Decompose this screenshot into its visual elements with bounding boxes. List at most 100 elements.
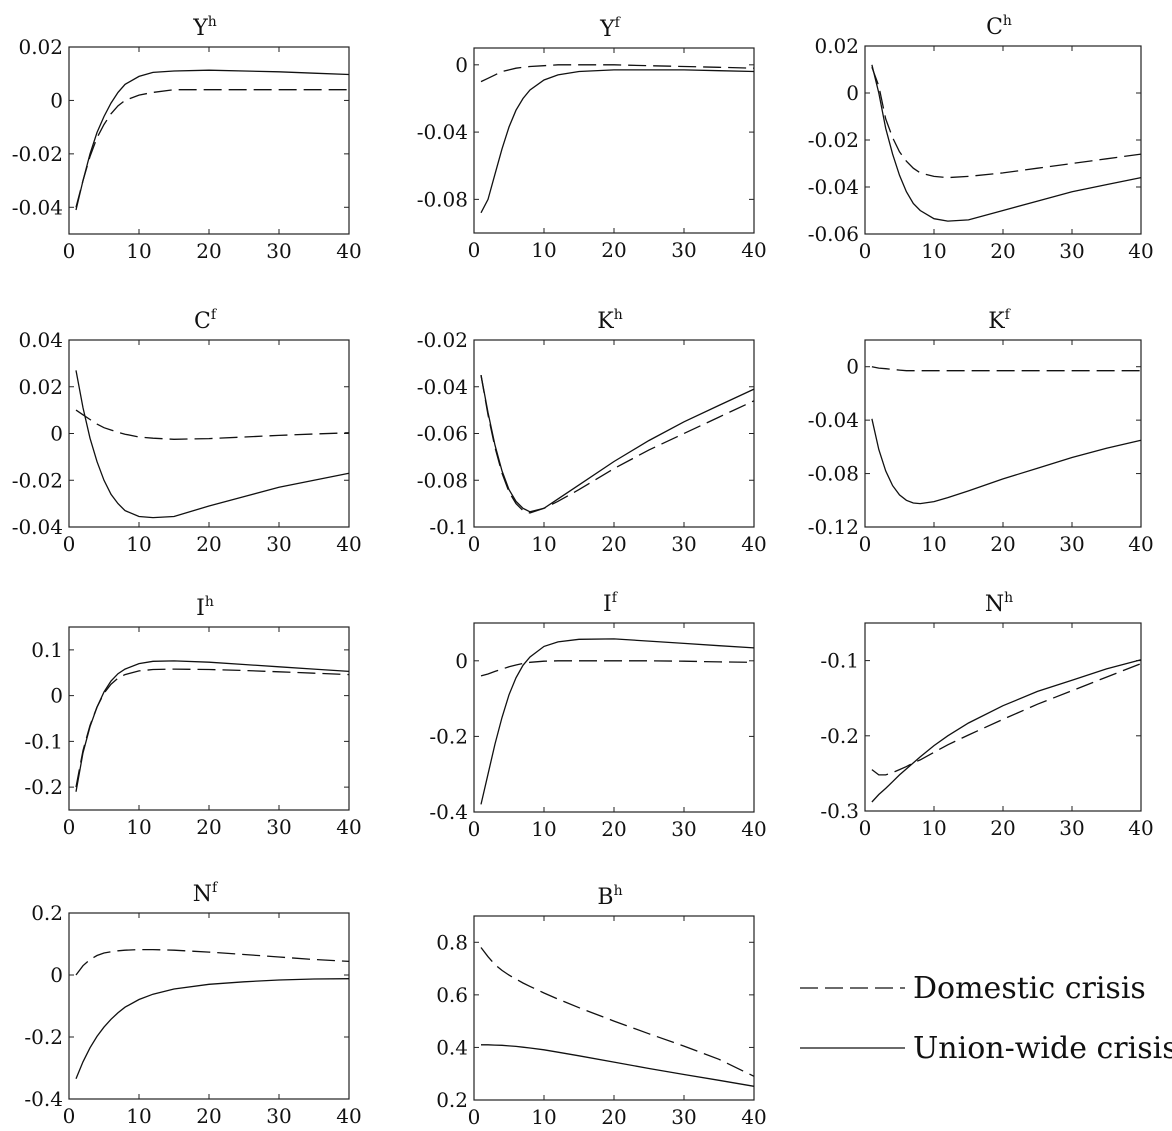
- panel-3-xtick-label: 30: [1059, 239, 1084, 263]
- panel-3-title-superscript: h: [1003, 13, 1012, 29]
- panel-2-xtick-label: 20: [601, 238, 626, 262]
- panel-10-ytick-label: 0.2: [31, 901, 63, 925]
- panel-2-ytick-label: -0.04: [417, 120, 468, 144]
- panel-1-title-superscript: h: [208, 14, 217, 30]
- panel-3-xtick-label: 40: [1128, 239, 1153, 263]
- panel-6-xtick-label: 40: [1128, 532, 1153, 556]
- panel-1-ytick-label: -0.04: [12, 195, 63, 219]
- panel-3-ytick-label: 0: [846, 81, 859, 105]
- panel-2-xtick-label: 10: [531, 238, 556, 262]
- panel-3-ytick-label: -0.06: [808, 222, 859, 246]
- panel-8-title: If: [603, 590, 619, 617]
- panel-11-frame: [473, 915, 755, 1101]
- panel-2: Yf 0 10 20 30 40 -0.08 -0.04 0: [417, 15, 767, 262]
- panel-8-series-union-wide-crisis: [480, 638, 755, 805]
- panel-8: If 0 10 20 30 40 -0.4 -0.2 0: [429, 590, 766, 841]
- panel-11: Bh 0 10 20 30 40 0.2 0.4 0.6 0.8: [436, 883, 767, 1129]
- panel-2-xtick-label: 40: [741, 238, 766, 262]
- panel-4-series-domestic-crisis: [75, 409, 350, 440]
- panel-1-xtick-label: 10: [126, 239, 151, 263]
- panel-1-frame: [68, 46, 350, 235]
- panel-4-xtick-label: 0: [63, 532, 76, 556]
- panel-8-title-superscript: f: [612, 590, 619, 606]
- panel-9-xtick-label: 30: [1059, 816, 1084, 840]
- panel-7-ytick-label: -0.2: [24, 775, 63, 799]
- panel-4-xtick-label: 30: [266, 532, 291, 556]
- panel-10-xtick-label: 30: [266, 1104, 291, 1128]
- panel-6-xtick-label: 10: [921, 532, 946, 556]
- panel-10: Nf 0 10 20 30 40 -0.4 -0.2 0 0.2: [24, 880, 361, 1128]
- panels: Yh 0 10 20 30 40 -0.04 -0.02 0 0.02 Yf 0 10 20 30 40 -0.…: [12, 13, 1154, 1129]
- panel-2-xtick-label: 30: [671, 238, 696, 262]
- panel-3-ytick-label: -0.04: [808, 175, 859, 199]
- panel-11-xtick-label: 30: [671, 1105, 696, 1129]
- panel-5-frame: [473, 339, 755, 528]
- panel-11-xtick-label: 40: [741, 1105, 766, 1129]
- panel-6-series-domestic-crisis: [871, 366, 1141, 372]
- panel-3-frame: [864, 45, 1142, 235]
- panel-1-series-union-wide-crisis: [75, 69, 350, 211]
- panel-9: Nh 0 10 20 30 40 -0.3 -0.2 -0.1: [820, 590, 1153, 840]
- panel-5-xtick-label: 0: [468, 532, 481, 556]
- panel-5-title: Kh: [597, 307, 622, 334]
- panel-5-ytick-label: -0.1: [429, 515, 468, 539]
- panel-6-xtick-label: 20: [990, 532, 1015, 556]
- panel-7-xtick-label: 30: [266, 815, 291, 839]
- panel-1-xtick-label: 20: [196, 239, 221, 263]
- panel-2-xtick-label: 0: [468, 238, 481, 262]
- panel-9-ytick-label: -0.3: [820, 799, 859, 823]
- panel-6: Kf 0 10 20 30 40 -0.12 -0.08 -0.04 0: [808, 307, 1154, 556]
- panel-8-series-domestic-crisis: [480, 660, 755, 677]
- panel-9-xtick-label: 10: [921, 816, 946, 840]
- panel-5-series-domestic-crisis: [480, 374, 755, 514]
- panel-10-ytick-label: -0.2: [24, 1025, 63, 1049]
- panel-4-xtick-label: 40: [336, 532, 361, 556]
- panel-3-series-union-wide-crisis: [871, 64, 1142, 222]
- panel-1-series-domestic-crisis: [75, 89, 349, 208]
- panel-6-xtick-label: 30: [1059, 532, 1084, 556]
- panel-1-ytick-label: -0.02: [12, 142, 63, 166]
- panel-7: Ih 0 10 20 30 40 -0.2 -0.1 0 0.1: [24, 594, 361, 839]
- panel-11-xtick-label: 10: [531, 1105, 556, 1129]
- panel-1-title: Yh: [192, 14, 217, 41]
- panel-3-xtick-label: 10: [921, 239, 946, 263]
- panel-9-series-union-wide-crisis: [871, 659, 1142, 803]
- panel-2-ytick-label: 0: [455, 53, 468, 77]
- panel-8-frame: [473, 622, 755, 813]
- panel-5-xtick-label: 30: [671, 532, 696, 556]
- panel-9-xtick-label: 0: [859, 816, 872, 840]
- panel-8-xtick-label: 40: [741, 817, 766, 841]
- panel-9-series-domestic-crisis: [871, 662, 1142, 776]
- panel-2-series-union-wide-crisis: [480, 69, 755, 214]
- panel-10-ytick-label: -0.4: [24, 1087, 63, 1111]
- panel-6-ytick-label: 0: [846, 355, 859, 379]
- panel-11-ytick-label: 0.6: [436, 983, 468, 1007]
- panel-6-ytick-label: -0.04: [808, 408, 859, 432]
- panel-9-title-superscript: h: [1004, 590, 1013, 606]
- panel-10-title-superscript: f: [212, 880, 219, 896]
- panel-1-xtick-label: 30: [266, 239, 291, 263]
- panel-9-xtick-label: 40: [1128, 816, 1153, 840]
- panel-10-xtick-label: 20: [196, 1104, 221, 1128]
- panel-7-frame: [68, 626, 350, 811]
- panel-1-xtick-label: 0: [63, 239, 76, 263]
- panel-10-xtick-label: 40: [336, 1104, 361, 1128]
- legend-label-union-wide: Union-wide crisis: [913, 1031, 1172, 1066]
- panel-10-series-union-wide-crisis: [75, 978, 350, 1080]
- legend-label-domestic: Domestic crisis: [913, 971, 1146, 1006]
- panel-7-xtick-label: 0: [63, 815, 76, 839]
- panel-4-xtick-label: 20: [196, 532, 221, 556]
- panel-4-title: Cf: [194, 307, 218, 334]
- panel-1-ytick-label: 0.02: [18, 35, 63, 59]
- panel-5-series-union-wide-crisis: [480, 374, 755, 513]
- panel-8-ytick-label: 0: [455, 649, 468, 673]
- panel-7-series-union-wide-crisis: [75, 660, 350, 792]
- panel-9-ytick-label: -0.2: [820, 724, 859, 748]
- panel-7-xtick-label: 20: [196, 815, 221, 839]
- panel-4-ytick-label: 0.02: [18, 375, 63, 399]
- panel-3-ytick-label: 0.02: [814, 34, 859, 58]
- panel-4: Cf 0 10 20 30 40 -0.04 -0.02 0 0.02 0.04: [12, 307, 362, 556]
- panel-2-ytick-label: -0.08: [417, 187, 468, 211]
- panel-6-title: Kf: [988, 307, 1011, 334]
- panel-6-ytick-label: -0.08: [808, 462, 859, 486]
